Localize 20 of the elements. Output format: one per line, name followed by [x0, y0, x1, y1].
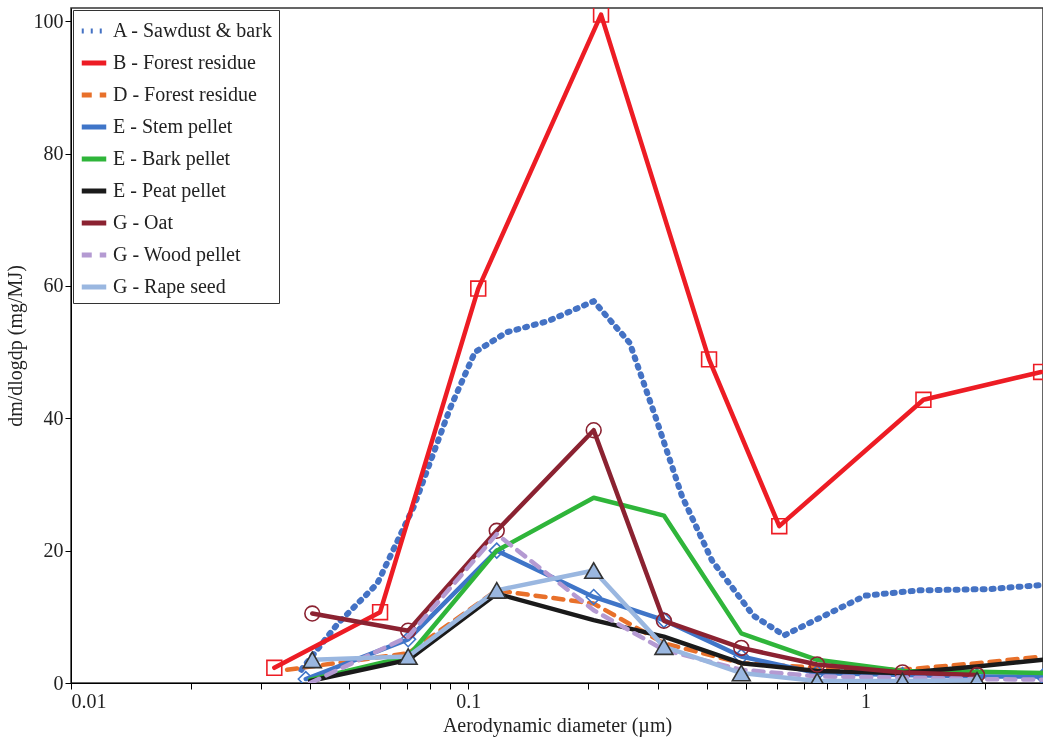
legend-label: G - Wood pellet: [113, 243, 241, 266]
legend-label: E - Peat pellet: [113, 179, 227, 202]
legend-label: A - Sawdust & bark: [113, 19, 272, 41]
legend-label: E - Bark pellet: [113, 147, 231, 170]
legend-label: D - Forest residue: [113, 83, 257, 105]
y-tick-label: 40: [43, 406, 64, 429]
y-tick-label: 20: [43, 539, 64, 562]
y-axis-title: dm/dlogdp (mg/MJ): [3, 265, 27, 427]
x-tick-label: 1: [860, 689, 871, 712]
legend-label: B - Forest residue: [113, 51, 256, 73]
x-axis-title: Aerodynamic diameter (µm): [442, 713, 673, 737]
x-tick-label: 0.1: [456, 689, 482, 712]
y-tick-label: 60: [43, 274, 64, 297]
legend-label: G - Rape seed: [113, 275, 226, 298]
y-tick-label: 100: [33, 9, 64, 32]
y-tick-label: 0: [53, 671, 64, 694]
y-tick-label: 80: [43, 142, 64, 165]
legend-label: E - Stem pellet: [113, 115, 233, 138]
x-tick-label: 0.01: [71, 689, 107, 712]
legend-label: G - Oat: [113, 211, 174, 233]
